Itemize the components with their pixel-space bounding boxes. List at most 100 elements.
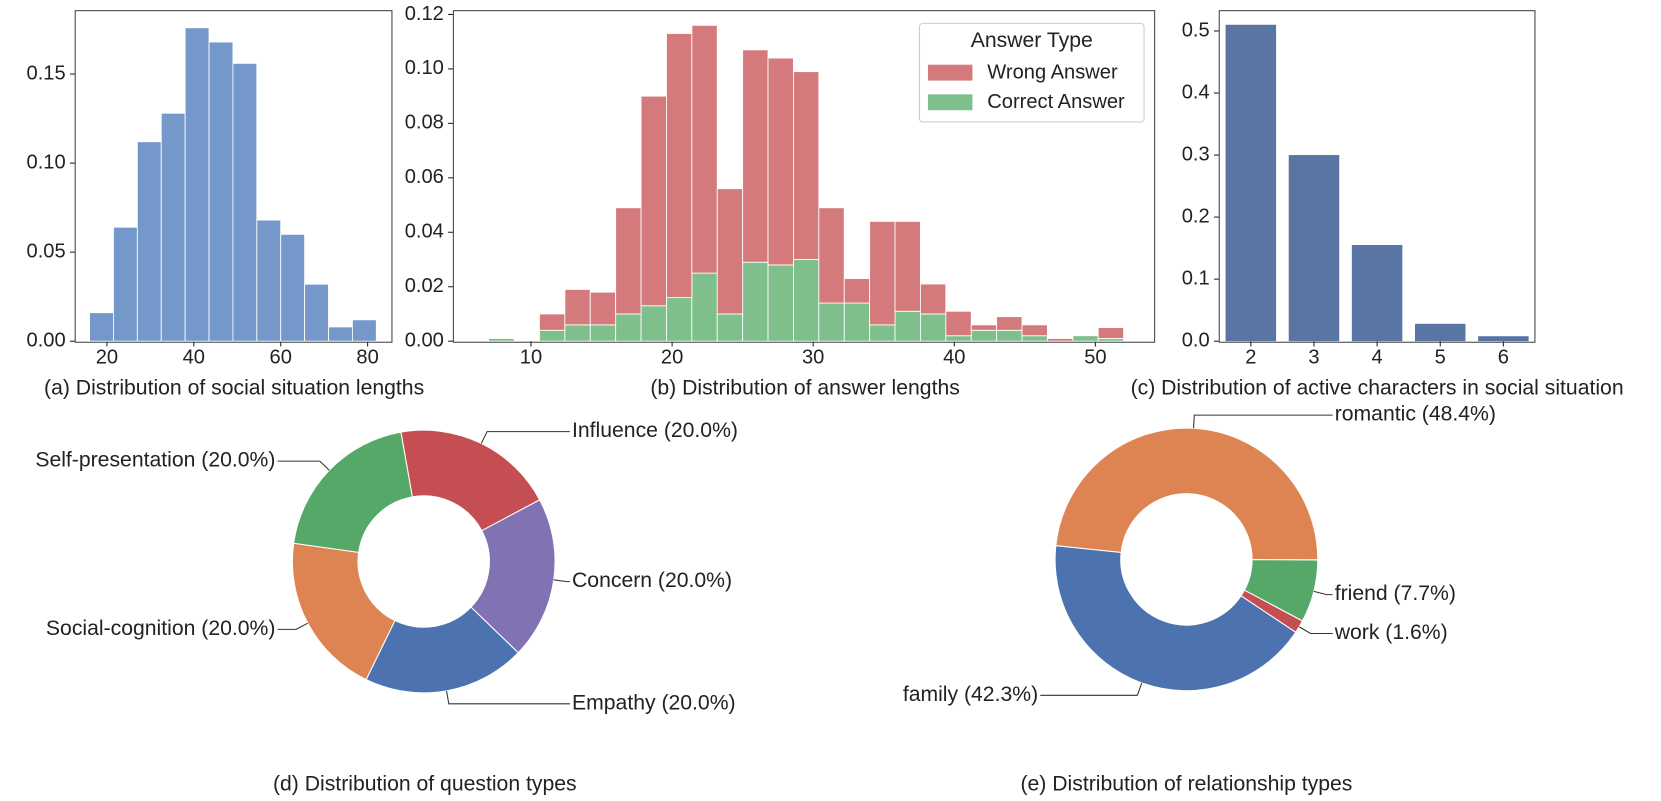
chart-caption: (c) Distribution of active characters in…: [1131, 376, 1624, 399]
leader-line: [553, 579, 570, 583]
bar: [869, 220, 896, 326]
y-tick-label: 0.5: [1182, 19, 1210, 41]
bar: [615, 207, 642, 315]
bar: [691, 24, 718, 274]
y-tick-label: 0.4: [1182, 81, 1210, 103]
bar: [716, 313, 744, 342]
bar: [996, 316, 1023, 331]
leader-line: [480, 431, 570, 444]
bar: [742, 49, 769, 263]
x-tick-label: 4: [1372, 346, 1383, 368]
bar: [818, 302, 845, 342]
slice-label: Concern (20.0%): [572, 569, 732, 592]
slice-label: friend (7.7%): [1335, 582, 1456, 605]
x-tick-label: 5: [1435, 346, 1446, 368]
bar: [767, 57, 794, 266]
bar: [280, 233, 306, 342]
bar: [843, 302, 871, 342]
legend-label: Correct Answer: [987, 91, 1125, 113]
x-tick-label: 50: [1084, 346, 1106, 368]
bar: [589, 291, 617, 326]
bar: [666, 33, 693, 299]
plot-frame: [74, 10, 393, 343]
x-tick-label: 3: [1308, 346, 1319, 368]
bar: [970, 324, 998, 331]
bar: [488, 338, 515, 342]
slice-label: Self-presentation (20.0%): [35, 449, 275, 472]
pie-slice: [1055, 427, 1319, 561]
bar: [184, 27, 210, 342]
bar: [89, 312, 114, 342]
chart-caption: (b) Distribution of answer lengths: [650, 376, 959, 399]
bar: [589, 324, 617, 342]
pie-slice: [470, 499, 556, 654]
slice-label: Social-cognition (20.0%): [46, 617, 275, 640]
bar: [793, 71, 820, 260]
bar: [1225, 24, 1277, 342]
plot-frame: [452, 10, 1156, 343]
leader-line: [1298, 626, 1333, 634]
bar: [1021, 335, 1048, 342]
y-tick-label: 0.3: [1182, 143, 1210, 165]
bar: [351, 319, 377, 342]
bar: [793, 259, 820, 342]
bar: [920, 283, 947, 315]
bar: [894, 310, 921, 342]
bar: [742, 261, 769, 342]
bar: [1097, 327, 1125, 339]
bar: [970, 329, 998, 342]
bar: [691, 272, 718, 342]
bar: [615, 313, 642, 342]
bar: [945, 310, 972, 337]
legend-swatch: [927, 94, 973, 111]
x-tick-label: 20: [96, 346, 118, 368]
bar: [818, 207, 845, 304]
leader-line: [277, 622, 308, 630]
bar: [996, 329, 1023, 342]
bar: [136, 141, 162, 342]
plot-frame: [1218, 10, 1536, 343]
bar: [160, 112, 186, 342]
slice-label: family (42.3%): [903, 683, 1038, 706]
bar: [767, 264, 794, 342]
bar: [1072, 335, 1099, 342]
bar: [945, 335, 972, 342]
y-tick-label: 0.00: [27, 329, 66, 351]
y-tick-label: 0.00: [405, 329, 444, 351]
leader-line: [277, 460, 330, 471]
bar: [328, 326, 353, 342]
bar: [256, 219, 282, 342]
chart-caption: (d) Distribution of question types: [273, 773, 577, 796]
bar: [640, 95, 667, 307]
y-tick-label: 0.08: [405, 112, 444, 134]
bar: [564, 324, 591, 342]
x-tick-label: 2: [1245, 346, 1256, 368]
y-tick-label: 0.1: [1182, 267, 1210, 289]
bar: [640, 305, 667, 342]
x-tick-label: 30: [802, 346, 824, 368]
leader-line: [1040, 682, 1143, 696]
bar: [1351, 245, 1403, 342]
x-tick-label: 60: [270, 346, 292, 368]
chart-caption: (a) Distribution of social situation len…: [44, 376, 424, 399]
bar: [304, 283, 329, 342]
bar: [564, 289, 591, 326]
y-tick-label: 0.06: [405, 166, 444, 188]
legend-box: [918, 22, 1145, 123]
x-tick-label: 40: [183, 346, 205, 368]
bar: [920, 313, 947, 342]
legend-label: Wrong Answer: [987, 61, 1118, 83]
legend-title: Answer Type: [971, 29, 1093, 52]
x-tick-label: 80: [356, 346, 378, 368]
pie-slice: [293, 431, 413, 553]
slice-label: Empathy (20.0%): [572, 691, 736, 714]
x-tick-label: 20: [661, 346, 683, 368]
y-tick-label: 0.10: [405, 57, 444, 79]
slice-label: romantic (48.4%): [1335, 403, 1496, 426]
y-tick-label: 0.05: [27, 240, 66, 262]
y-tick-label: 0.10: [27, 151, 66, 173]
bar: [1414, 323, 1466, 342]
pie-slice: [400, 429, 541, 532]
